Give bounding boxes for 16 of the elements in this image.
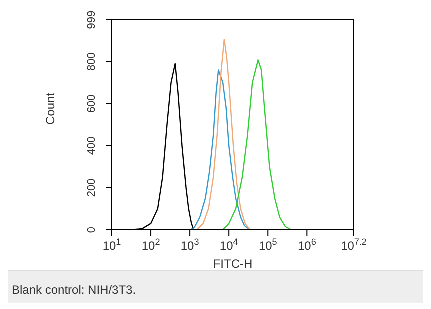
y-tick-label: 400 <box>86 136 98 156</box>
y-tick-label: 0 <box>86 226 98 234</box>
x-tick-label: 10$^{6}$ <box>298 237 316 253</box>
x-tick-label: 10$^{1}$ <box>102 237 122 253</box>
text: Blank control: NIH/3T3. <box>12 283 138 297</box>
y-axis-title: Count <box>43 92 58 125</box>
x-axis-title: FITC-H <box>213 257 253 271</box>
x-tick-label: 10$^{5}$ <box>258 237 278 253</box>
y-tick-label: 800 <box>86 52 98 72</box>
x-tick-label: 10$^{3}$ <box>180 237 200 253</box>
x-tick-label: 10$^{4}$ <box>220 237 238 253</box>
x-tick-label: 10$^{2}$ <box>142 237 160 253</box>
y-tick-label: 600 <box>86 94 98 114</box>
x-tick-label: 10$^{7.2}$ <box>341 237 367 253</box>
y-tick-label: 999 <box>86 10 98 30</box>
y-tick-label: 200 <box>86 178 98 198</box>
